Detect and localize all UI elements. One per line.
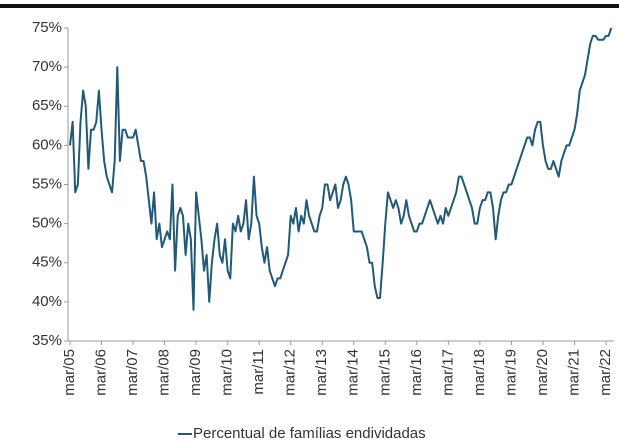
x-tick-label: mar/16 [408, 349, 425, 396]
x-tick-label: mar/05 [61, 349, 78, 396]
x-tick-label: mar/20 [534, 349, 551, 396]
x-tick-label: mar/13 [313, 349, 330, 396]
x-tick-label: mar/14 [345, 349, 362, 396]
y-tick-label: 70% [32, 58, 62, 75]
x-tick-label: mar/15 [376, 349, 393, 396]
x-tick-label: mar/12 [282, 349, 299, 396]
y-tick-label: 55% [32, 175, 62, 192]
legend-label: Percentual de famílias endividadas [193, 425, 426, 442]
x-tick-label: mar/08 [156, 349, 173, 396]
y-tick-label: 65% [32, 97, 62, 114]
y-tick-label: 60% [32, 136, 62, 153]
x-tick-label: mar/07 [124, 349, 141, 396]
x-tick-label: mar/11 [250, 349, 267, 395]
x-tick-label: mar/21 [565, 349, 582, 396]
y-tick-label: 75% [32, 19, 62, 36]
x-tick-label: mar/19 [502, 349, 519, 396]
top-rule [0, 4, 619, 8]
data-line [69, 27, 613, 311]
x-tick-label: mar/22 [597, 349, 614, 396]
y-tick-label: 35% [32, 332, 62, 349]
y-tick-label: 40% [32, 293, 62, 310]
x-tick-label: mar/06 [92, 349, 109, 396]
x-tick-label: mar/17 [439, 349, 456, 396]
y-tick-label: 50% [32, 215, 62, 232]
x-tick-label: mar/09 [187, 349, 204, 396]
y-tick-label: 45% [32, 254, 62, 271]
x-tick-label: mar/18 [471, 349, 488, 396]
x-tick-label: mar/10 [219, 349, 236, 396]
